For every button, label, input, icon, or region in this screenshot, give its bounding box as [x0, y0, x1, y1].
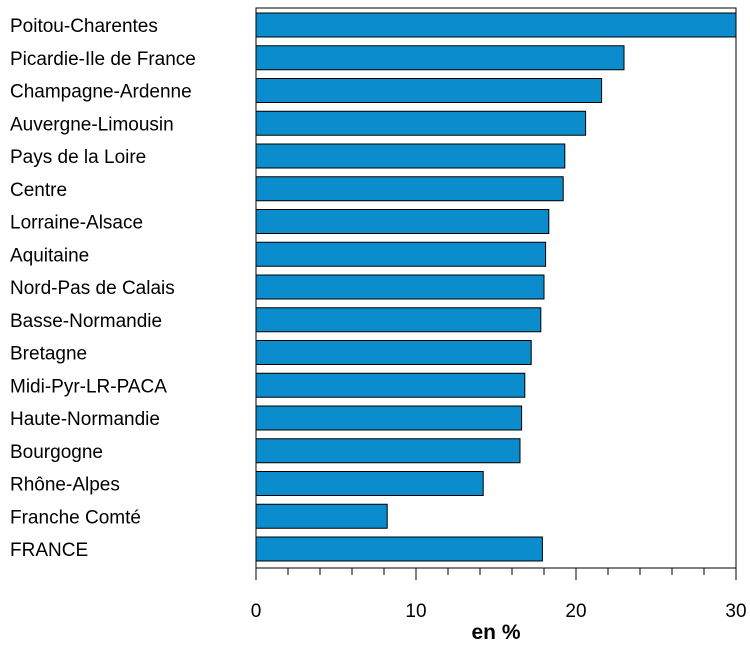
bar	[255, 12, 737, 38]
bar	[255, 503, 388, 529]
bar	[255, 438, 521, 464]
bar	[255, 45, 625, 71]
x-axis-title: en %	[471, 621, 520, 644]
category-label: Haute-Normandie	[10, 409, 160, 430]
category-label: FRANCE	[10, 540, 88, 561]
category-label: Midi-Pyr-LR-PACA	[10, 376, 167, 397]
category-label: Franche Comté	[10, 507, 141, 528]
bar	[255, 536, 543, 562]
bar	[255, 307, 542, 333]
category-label: Basse-Normandie	[10, 311, 162, 332]
category-label: Aquitaine	[10, 245, 89, 266]
category-label: Nord-Pas de Calais	[10, 278, 175, 299]
x-tick-label: 20	[565, 601, 586, 622]
bar	[255, 143, 566, 169]
bar	[255, 471, 484, 496]
category-labels-group: Poitou-Charentes Picardie-Ile de France Ch…	[10, 16, 196, 561]
category-label: Bretagne	[10, 344, 87, 365]
category-label: Lorraine-Alsace	[10, 213, 143, 234]
bar	[255, 405, 523, 431]
category-label: Picardie-Ile de France	[10, 49, 196, 70]
bars-group	[255, 12, 737, 562]
category-label: Centre	[10, 180, 67, 201]
bar	[255, 209, 550, 234]
category-label: Poitou-Charentes	[10, 16, 158, 37]
category-label: Pays de la Loire	[10, 147, 146, 168]
category-label: Champagne-Ardenne	[10, 82, 192, 103]
x-tick-label: 0	[251, 601, 262, 622]
x-axis: 0 10 20 30	[251, 7, 747, 622]
bar	[255, 241, 547, 267]
bar	[255, 110, 587, 136]
bar	[255, 176, 564, 202]
bar	[255, 372, 526, 398]
bar	[255, 340, 532, 365]
x-tick-label: 10	[405, 601, 426, 622]
bar	[255, 78, 603, 103]
category-label: Bourgogne	[10, 442, 103, 463]
category-label: Rhône-Alpes	[10, 475, 120, 496]
category-label: Auvergne-Limousin	[10, 114, 174, 135]
plot-frame	[255, 7, 737, 568]
x-tick-label: 30	[725, 601, 746, 622]
bar	[255, 274, 545, 300]
